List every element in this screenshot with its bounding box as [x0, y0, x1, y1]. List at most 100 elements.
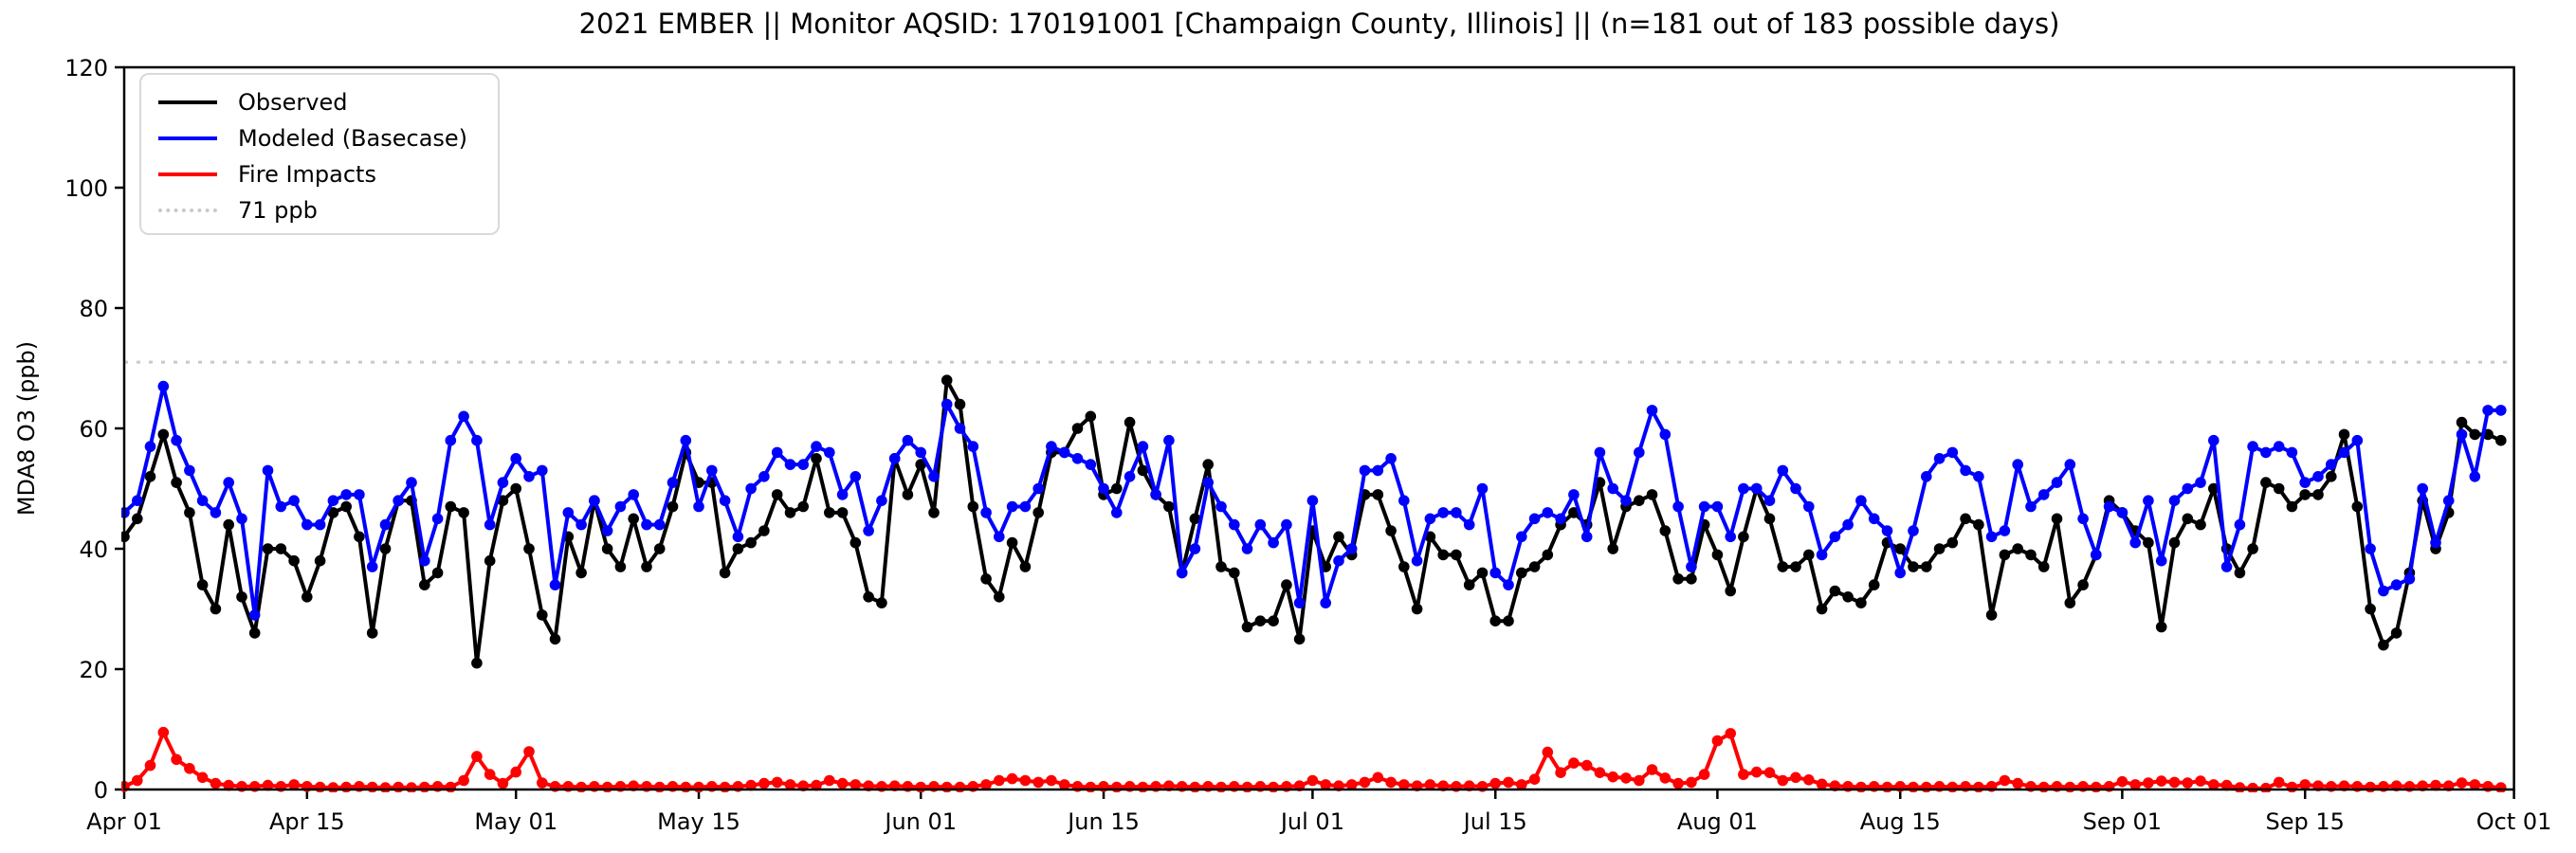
data-point [1137, 464, 1149, 477]
data-point [301, 591, 313, 603]
data-point [2442, 495, 2455, 506]
data-point [537, 609, 548, 621]
data-point [1071, 423, 1084, 434]
data-point [732, 543, 744, 554]
data-point [1738, 482, 1749, 495]
data-point [523, 746, 535, 757]
data-point [262, 543, 274, 554]
data-point [1085, 410, 1097, 423]
x-tick-label: Aug 15 [1860, 808, 1941, 835]
data-point [653, 781, 666, 792]
data-point [1921, 781, 1932, 792]
data-point [2051, 477, 2063, 488]
data-point [445, 434, 457, 446]
data-point [1202, 459, 1214, 470]
data-point [888, 453, 901, 464]
data-point [445, 781, 457, 792]
data-point [1215, 500, 1227, 513]
y-tick-label: 0 [94, 777, 108, 804]
data-point [1333, 531, 1344, 543]
data-point [2051, 513, 2063, 525]
data-point [2091, 549, 2102, 561]
data-point [1359, 776, 1371, 789]
data-point [575, 567, 587, 579]
data-point [1124, 416, 1136, 428]
data-point [1528, 561, 1541, 572]
data-point [797, 500, 809, 513]
x-tick-label: Jul 15 [1462, 808, 1527, 835]
data-point [2286, 781, 2298, 792]
data-point [1411, 603, 1423, 615]
data-point [863, 525, 874, 536]
data-point [1842, 518, 1854, 531]
data-point [2012, 777, 2023, 789]
x-tick-label: Jun 01 [883, 808, 957, 835]
data-point [1424, 531, 1436, 543]
data-point [784, 507, 796, 518]
data-point [510, 482, 521, 495]
data-point [210, 777, 222, 789]
data-point [2155, 775, 2167, 787]
data-point [1241, 781, 1253, 792]
data-point [1359, 464, 1371, 477]
data-point [2260, 477, 2272, 488]
data-point [2155, 621, 2167, 633]
legend-entry-fire: Fire Impacts [145, 156, 498, 192]
data-point [771, 776, 783, 789]
data-point [2365, 603, 2376, 615]
data-point [1229, 518, 1240, 531]
data-point [1058, 779, 1070, 790]
data-point [824, 507, 835, 518]
data-point [994, 774, 1005, 787]
data-point [1268, 781, 1279, 792]
data-point [745, 536, 757, 549]
data-point [1607, 771, 1618, 783]
data-point [1372, 771, 1384, 784]
data-point [2351, 500, 2364, 513]
data-point [941, 781, 953, 792]
data-point [1463, 579, 1475, 590]
data-point [1345, 543, 1358, 554]
data-point [719, 495, 731, 506]
data-point [824, 446, 835, 459]
y-tick-label: 80 [79, 296, 108, 322]
data-point [2208, 482, 2220, 495]
data-point [1451, 507, 1462, 518]
data-point [1568, 507, 1580, 518]
data-point [2129, 779, 2141, 790]
data-point [994, 591, 1005, 603]
y-tick-label: 120 [64, 55, 108, 82]
data-point [1568, 489, 1580, 500]
data-point [1032, 482, 1044, 495]
data-point [497, 477, 509, 488]
data-point [2469, 779, 2481, 790]
data-point [562, 507, 575, 518]
y-tick-label: 20 [79, 657, 108, 683]
data-point [393, 781, 404, 792]
data-point [1881, 781, 1893, 792]
threshold-line-swatch [158, 209, 217, 212]
data-point [144, 441, 156, 452]
data-point [601, 543, 613, 554]
data-point [2037, 561, 2050, 572]
data-point [171, 753, 182, 766]
data-point [1842, 591, 1854, 603]
data-point [1281, 579, 1292, 590]
modeled-line-swatch [158, 136, 217, 140]
data-point [1254, 615, 1267, 626]
data-point [1463, 518, 1475, 531]
data-point [327, 495, 339, 506]
data-point [2469, 471, 2481, 482]
data-point [2430, 779, 2441, 791]
data-point [1855, 781, 1867, 792]
data-point [419, 579, 430, 590]
data-point [1372, 464, 1384, 477]
data-point [1725, 531, 1736, 543]
data-point [2012, 543, 2023, 554]
data-point [171, 434, 182, 446]
data-point [614, 500, 627, 513]
data-point [1960, 464, 1971, 477]
data-point [771, 489, 783, 500]
data-point [2247, 782, 2258, 792]
